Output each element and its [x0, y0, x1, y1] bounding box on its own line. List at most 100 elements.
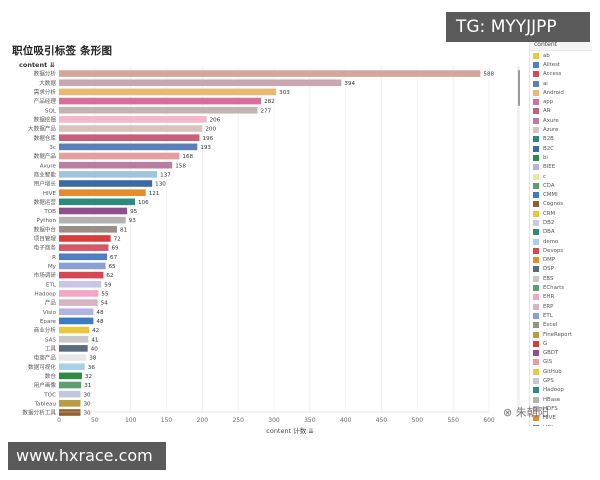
legend-item[interactable]: DB2 — [530, 218, 592, 227]
legend-item[interactable]: ECharts — [530, 283, 592, 292]
legend-item[interactable]: CRM — [530, 209, 592, 218]
bar[interactable] — [59, 308, 94, 316]
legend-label: HIVE — [543, 415, 556, 422]
bar[interactable] — [59, 88, 277, 96]
legend-item[interactable]: Alitest — [530, 60, 592, 69]
legend-item[interactable]: ERP — [530, 302, 592, 311]
bar[interactable] — [59, 317, 94, 325]
legend-item[interactable]: B2C — [530, 144, 592, 153]
bar[interactable] — [59, 180, 153, 187]
bar[interactable] — [59, 244, 109, 251]
value-labels: 588 394 303 282 277 206 200 196 193 168 158 137 130 1… — [84, 72, 495, 417]
bar[interactable] — [59, 290, 99, 297]
bar[interactable] — [59, 216, 126, 224]
legend-item[interactable]: ai — [530, 79, 592, 88]
category-label: 商业智能 — [34, 170, 57, 178]
legend-item[interactable]: FineReport — [530, 330, 592, 339]
legend-item[interactable]: HIVE — [530, 414, 592, 423]
legend-swatch — [533, 257, 539, 264]
bar[interactable] — [59, 161, 173, 169]
legend-item[interactable]: DBA — [530, 228, 592, 237]
legend-item[interactable]: Excel — [530, 321, 592, 330]
scrollbar-thumb[interactable] — [518, 70, 520, 106]
legend-item[interactable]: bi — [530, 153, 592, 162]
legend-item[interactable]: Cognos — [530, 200, 592, 209]
bar[interactable] — [59, 116, 207, 123]
bar[interactable] — [59, 345, 88, 352]
x-tick-label: 500 — [412, 417, 424, 424]
legend-label: Access — [543, 71, 562, 78]
bar[interactable] — [59, 299, 98, 306]
legend-item[interactable]: GitHub — [530, 367, 592, 376]
legend-item[interactable]: DMP — [530, 256, 592, 265]
bar[interactable] — [59, 189, 146, 196]
legend-item[interactable]: HDFS — [530, 404, 592, 413]
bar[interactable] — [59, 125, 203, 132]
bar[interactable] — [59, 400, 81, 407]
bar[interactable] — [59, 253, 108, 261]
bar[interactable] — [59, 381, 82, 389]
bar[interactable] — [59, 326, 90, 334]
legend-item[interactable]: GIS — [530, 358, 592, 367]
legend-item[interactable]: app — [530, 97, 592, 106]
category-label: 项目管理 — [34, 235, 57, 243]
value-label: 40 — [91, 346, 99, 352]
bar[interactable] — [59, 171, 158, 178]
legend-label: AR — [543, 108, 551, 115]
bar[interactable] — [59, 70, 481, 77]
legend-label: app — [543, 99, 554, 106]
bar[interactable] — [59, 106, 258, 114]
bar[interactable] — [59, 354, 87, 361]
legend-item[interactable]: G — [530, 339, 592, 348]
bar[interactable] — [59, 207, 128, 215]
legend-item[interactable]: B2B — [530, 135, 592, 144]
legend-item[interactable]: AR — [530, 107, 592, 116]
bar[interactable] — [59, 280, 102, 288]
legend-item[interactable]: ETL — [530, 311, 592, 320]
legend-item[interactable]: demo — [530, 237, 592, 246]
legend-swatch — [533, 127, 539, 134]
bar[interactable] — [59, 79, 342, 87]
scrollbar-track[interactable] — [517, 66, 520, 412]
legend-panel[interactable]: content ab Alitest Access ai Android app AR Axu… — [529, 40, 592, 426]
bar[interactable] — [59, 271, 104, 279]
legend-item[interactable]: Hadoop — [530, 386, 592, 395]
legend-item[interactable]: GBDT — [530, 349, 592, 358]
legend-label: HDFS — [543, 405, 558, 412]
bar[interactable] — [59, 143, 198, 151]
legend-item[interactable]: EBS — [530, 274, 592, 283]
bar[interactable] — [59, 226, 118, 233]
value-label: 30 — [84, 401, 92, 407]
bar[interactable] — [59, 363, 85, 370]
legend-item[interactable]: GPS — [530, 376, 592, 385]
bar[interactable] — [59, 409, 81, 416]
value-label: 30 — [84, 411, 92, 417]
bar[interactable] — [59, 262, 106, 270]
legend-swatch — [533, 80, 539, 87]
legend-swatch — [533, 145, 539, 152]
legend-item[interactable]: Devops — [530, 246, 592, 255]
bar[interactable] — [59, 335, 89, 343]
bar[interactable] — [59, 390, 81, 398]
legend-item[interactable]: HQL — [530, 423, 592, 426]
legend-item[interactable]: BIEE — [530, 163, 592, 172]
legend-item[interactable]: Android — [530, 88, 592, 97]
legend-item[interactable]: c — [530, 172, 592, 181]
legend-item[interactable]: Access — [530, 70, 592, 79]
legend-item[interactable]: HBase — [530, 395, 592, 404]
legend-item[interactable]: CMMI — [530, 190, 592, 199]
legend-item[interactable]: Axure — [530, 116, 592, 125]
legend-item[interactable]: ab — [530, 51, 592, 60]
legend-item[interactable]: Azure — [530, 125, 592, 134]
legend-item[interactable]: DSP — [530, 265, 592, 274]
legend-item[interactable]: EHR — [530, 293, 592, 302]
bar[interactable] — [59, 372, 82, 380]
bar[interactable] — [59, 134, 200, 141]
bar[interactable] — [59, 152, 180, 160]
bar[interactable] — [59, 235, 111, 242]
legend-item[interactable]: CDA — [530, 181, 592, 190]
legend-label: CDA — [543, 182, 555, 189]
bar[interactable] — [59, 198, 135, 206]
bar[interactable] — [59, 97, 262, 105]
value-label: 72 — [114, 237, 121, 243]
